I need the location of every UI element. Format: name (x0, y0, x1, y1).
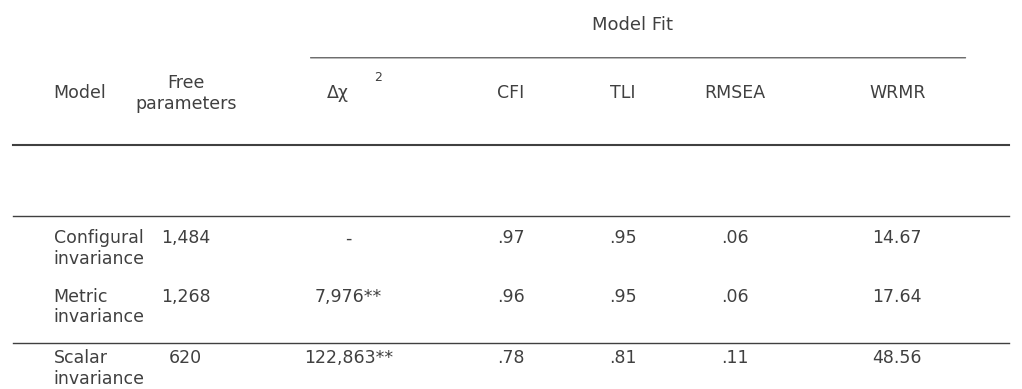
Text: CFI: CFI (498, 84, 524, 102)
Text: 620: 620 (170, 349, 202, 367)
Text: 48.56: 48.56 (873, 349, 922, 367)
Text: 122,863**: 122,863** (304, 349, 392, 367)
Text: .06: .06 (721, 230, 748, 247)
Text: 2: 2 (374, 71, 381, 84)
Text: 1,268: 1,268 (160, 287, 211, 306)
Text: .81: .81 (609, 349, 637, 367)
Text: Configural
invariance: Configural invariance (53, 230, 144, 268)
Text: RMSEA: RMSEA (704, 84, 765, 102)
Text: .06: .06 (721, 287, 748, 306)
Text: Metric
invariance: Metric invariance (53, 287, 144, 326)
Text: Δχ: Δχ (327, 84, 350, 102)
Text: .96: .96 (497, 287, 525, 306)
Text: .97: .97 (497, 230, 525, 247)
Text: .78: .78 (498, 349, 524, 367)
Text: .11: .11 (721, 349, 748, 367)
Text: .95: .95 (609, 287, 637, 306)
Text: TLI: TLI (610, 84, 636, 102)
Text: Scalar
invariance: Scalar invariance (53, 349, 144, 388)
Text: 1,484: 1,484 (161, 230, 211, 247)
Text: Free
parameters: Free parameters (135, 74, 236, 113)
Text: Model: Model (53, 84, 106, 102)
Text: .95: .95 (609, 230, 637, 247)
Text: WRMR: WRMR (869, 84, 926, 102)
Text: 7,976**: 7,976** (315, 287, 382, 306)
Text: 14.67: 14.67 (873, 230, 922, 247)
Text: 17.64: 17.64 (873, 287, 922, 306)
Text: Model Fit: Model Fit (593, 16, 673, 35)
Text: -: - (345, 230, 352, 247)
